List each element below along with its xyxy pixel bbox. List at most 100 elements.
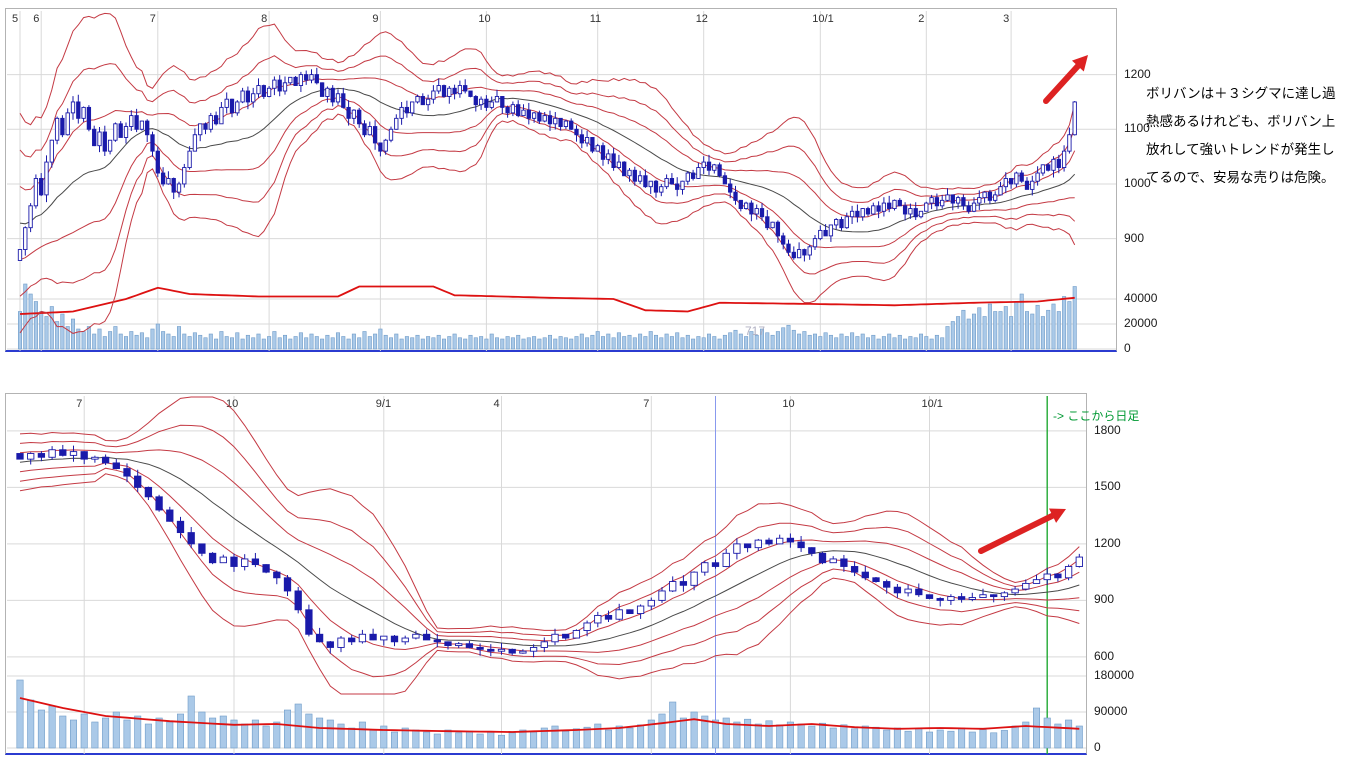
candles: [16, 444, 1083, 658]
candle-body: [802, 249, 807, 256]
volume-bar: [436, 334, 441, 350]
band-minus-2-sigma: [19, 105, 1076, 297]
candle-body: [865, 208, 871, 215]
candle-body: [92, 128, 97, 147]
candle-body: [510, 104, 516, 114]
candle-body: [998, 186, 1003, 196]
candle-body: [590, 137, 595, 152]
volume-bar: [611, 337, 616, 350]
y-axis-label: 0: [1094, 740, 1101, 754]
weekly-chart[interactable]: 7 10 9/1 4 7 10 10/1: [6, 394, 1088, 756]
volume-bar: [572, 728, 580, 749]
arrow-head: [1071, 55, 1088, 72]
volume-bar: [669, 701, 677, 749]
volume-bar: [487, 731, 495, 749]
volume-bar: [904, 730, 912, 749]
daily-chart-panel: 5 6 7 8 9 10 11 12 10/1 2 3: [5, 8, 1117, 352]
candle-body: [600, 145, 606, 160]
candle-body: [595, 145, 600, 152]
candle-body: [330, 87, 335, 103]
volume-bar: [685, 334, 690, 350]
x-axis-label: 10: [782, 398, 794, 410]
volume-bar: [219, 331, 224, 350]
candle-body: [728, 183, 733, 193]
candle-body: [251, 93, 256, 103]
candle-body: [410, 101, 415, 114]
candle-body: [818, 229, 823, 240]
volume-bar: [971, 313, 976, 350]
candle-body: [219, 556, 227, 564]
y-axis-label: 1200: [1124, 66, 1151, 81]
volume-bar: [807, 334, 812, 350]
volume-bar: [166, 333, 171, 350]
volume-bar: [733, 721, 741, 749]
volume-bar: [187, 336, 192, 350]
volume-bar: [690, 711, 698, 749]
volume-bar: [508, 732, 516, 749]
volume-bar: [775, 331, 780, 350]
candle-body: [457, 85, 463, 95]
volume-bar: [404, 336, 409, 350]
candle-body: [540, 641, 548, 648]
candle-body: [936, 598, 944, 601]
candle-body: [33, 178, 39, 207]
volume-bar: [615, 725, 623, 749]
band-plus-2-sigma: [19, 55, 1076, 203]
candle-body: [256, 85, 261, 95]
candle-body: [494, 96, 500, 103]
daily-start-label: -> ここから日足: [1053, 409, 1140, 423]
candle-body: [145, 120, 150, 136]
volume-bar: [150, 328, 155, 350]
candle-body: [627, 169, 632, 177]
candle-body: [348, 637, 356, 643]
volume-bar: [632, 337, 637, 350]
volume-bar: [786, 721, 794, 749]
volume-bar: [643, 336, 648, 350]
volume-bar: [351, 333, 356, 350]
volume-bar: [876, 338, 881, 350]
candle-body: [198, 543, 206, 554]
candle-body: [1019, 172, 1024, 182]
candle-body: [203, 123, 208, 130]
bollinger-bands: [19, 12, 1076, 334]
candle-body: [16, 453, 24, 460]
candle-body: [1022, 582, 1030, 590]
volume-bar: [851, 728, 859, 749]
volume-bar: [871, 334, 876, 350]
volume-bar: [1011, 725, 1019, 749]
candle-body: [979, 594, 987, 599]
volume-bar: [273, 721, 281, 749]
volume-bar: [1022, 721, 1030, 749]
weekly-chart-panel: 7 10 9/1 4 7 10 10/1: [5, 393, 1087, 755]
candle-body: [380, 635, 388, 641]
y-axis-label: 90000: [1094, 704, 1128, 718]
volume-bar: [1046, 309, 1051, 350]
volume-bar: [86, 326, 91, 350]
candle-body: [542, 115, 547, 122]
candle-body: [925, 594, 934, 599]
volume-bar: [839, 333, 844, 350]
candle-body: [447, 87, 452, 97]
daily-chart[interactable]: 5 6 7 8 9 10 11 12 10/1 2 3: [6, 9, 1118, 353]
volume-bar: [1030, 313, 1035, 350]
volume-bar: [39, 311, 44, 350]
candle-body: [648, 180, 653, 188]
volume-bar: [230, 719, 238, 749]
volume-bar: [383, 334, 388, 350]
candle-body: [521, 109, 526, 117]
volume-bar: [262, 725, 270, 749]
candle-body: [272, 79, 277, 89]
volume-bar: [337, 723, 345, 749]
volume-bar: [987, 303, 992, 350]
candle-body: [341, 93, 346, 108]
volume-bar: [124, 336, 129, 350]
candle-body: [155, 150, 160, 174]
volume-bars: [16, 679, 1083, 749]
x-axis-label: 9: [372, 13, 378, 25]
volume-bar: [658, 713, 666, 749]
candle-body: [604, 614, 613, 620]
volume-bar: [647, 719, 655, 749]
volume-bar: [540, 727, 548, 749]
candle-body: [388, 128, 394, 141]
volume-bar: [245, 334, 250, 350]
